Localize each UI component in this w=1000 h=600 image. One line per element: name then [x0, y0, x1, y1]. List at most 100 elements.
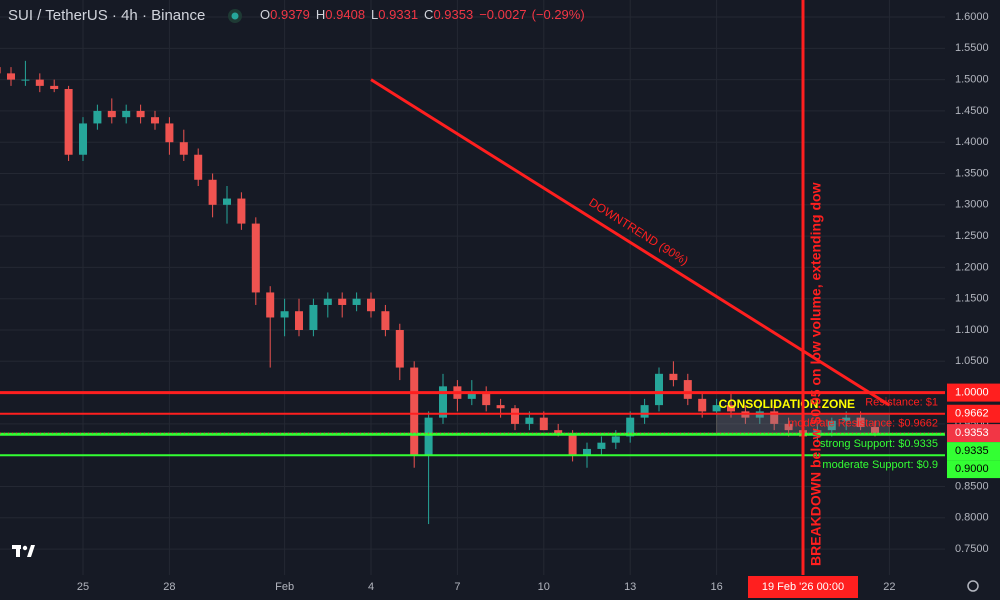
price-axis	[945, 0, 1000, 600]
candle-body	[525, 417, 534, 424]
candle-body	[21, 79, 30, 81]
logo-shape	[27, 545, 35, 557]
candle-body	[827, 420, 836, 431]
logo	[12, 545, 35, 557]
y-tick-label: 1.3500	[955, 167, 989, 179]
candle-body	[395, 330, 404, 368]
candle-body	[64, 89, 73, 155]
y-tick-label: 1.0500	[955, 355, 989, 367]
candle-body	[856, 417, 865, 428]
y-tick-label: 1.4000	[955, 136, 989, 148]
candle-body	[554, 430, 563, 434]
axes: 0.75000.80000.85000.90000.95001.00001.05…	[77, 0, 1000, 600]
candle-body	[122, 110, 131, 118]
price-box-label: 0.9353	[955, 427, 989, 439]
candle-body	[784, 423, 793, 431]
chart-title: SUI / TetherUS · 4h · Binance	[8, 7, 205, 24]
candle-body	[280, 311, 289, 318]
price-box-label: 0.9662	[955, 408, 989, 420]
price-box	[947, 424, 1000, 443]
y-tick-label: 1.5000	[955, 74, 989, 86]
status-dot	[231, 12, 239, 20]
y-tick-label: 1.2000	[955, 261, 989, 273]
plot-area: CONSOLIDATION ZONE Resistance: $1 moderate…	[0, 0, 945, 575]
crosshair-time-box	[748, 576, 858, 598]
candle-body	[410, 367, 419, 456]
candle-body	[698, 398, 707, 412]
candle-body	[223, 198, 231, 205]
candle-body	[0, 67, 1, 74]
candle-body	[179, 142, 188, 155]
stat-label: L	[371, 7, 378, 22]
candle-body	[93, 110, 102, 124]
x-tick-label: 10	[538, 581, 550, 593]
x-tick-label: 19 Feb '26 00:00	[762, 581, 844, 593]
level-label: moderate Support: $0.9	[822, 459, 938, 471]
y-tick-label: 1.4500	[955, 105, 989, 117]
y-tick-label: 1.3000	[955, 199, 989, 211]
stat-value: 0.9353	[433, 7, 473, 22]
candle-body	[640, 405, 649, 418]
y-tick-label: 1.5500	[955, 42, 989, 54]
x-tick-label: 13	[624, 581, 636, 593]
candle-body	[583, 448, 591, 456]
candle-body	[237, 198, 246, 224]
price-box	[947, 383, 1000, 402]
candle-body	[439, 386, 447, 418]
price-box	[947, 460, 1000, 479]
x-tick-label: 7	[454, 581, 460, 593]
candle-body	[208, 179, 217, 205]
candle-body	[309, 304, 318, 331]
candle-body	[7, 73, 15, 80]
candle-body	[338, 298, 347, 305]
x-tick-label: 28	[163, 581, 175, 593]
price-box-label: 1.0000	[955, 387, 989, 399]
candle-body	[251, 223, 260, 293]
candle-body	[871, 427, 879, 434]
stat-value: 0.9331	[378, 7, 418, 22]
y-tick-label: 0.8500	[955, 480, 989, 492]
candle-body	[424, 417, 433, 456]
candle-body	[50, 85, 59, 90]
level-label: Resistance: $1	[865, 397, 938, 409]
candle-body	[136, 110, 145, 118]
candle-body	[712, 405, 721, 412]
stat-value: 0.9408	[325, 7, 365, 22]
x-tick-label: 4	[368, 581, 374, 593]
x-tick-label: 25	[77, 581, 89, 593]
x-tick-label: 22	[883, 581, 895, 593]
candle-body	[611, 436, 620, 443]
candle-body	[352, 298, 361, 305]
candle-body	[669, 373, 678, 381]
candle-body	[467, 392, 476, 399]
candle-body	[194, 154, 203, 180]
change-value: −0.0027	[479, 7, 526, 22]
x-tick-label: 16	[710, 581, 722, 593]
logo-shape	[16, 545, 20, 557]
settings-icon[interactable]	[967, 580, 979, 592]
candle-body	[266, 292, 275, 318]
y-tick-label: 0.7500	[955, 543, 989, 555]
candle-body	[842, 417, 851, 421]
candle-body	[496, 405, 505, 409]
candle-body	[381, 311, 390, 331]
level-label: moderate Resistance: $0.9662	[788, 418, 938, 430]
header: SUI / TetherUS · 4h · Binance O0.9379 H0.…	[8, 7, 585, 24]
zone-label: CONSOLIDATION ZONE	[719, 397, 855, 411]
candle-body	[655, 373, 663, 406]
candle-body	[295, 311, 303, 331]
price-box-label: 0.9335	[955, 445, 989, 457]
candle-body	[539, 417, 548, 431]
price-box-label: 0.9000	[955, 463, 989, 475]
price-box	[947, 404, 1000, 423]
logo-shape	[22, 545, 28, 551]
candle-body	[323, 298, 332, 305]
stat-label: H	[316, 7, 325, 22]
y-tick-label: 1.2500	[955, 230, 989, 242]
stat-label: O	[260, 7, 270, 22]
candle-body	[770, 411, 779, 424]
stat-value: 0.9379	[270, 7, 310, 22]
candle-body	[165, 123, 174, 143]
candle-body	[79, 123, 87, 155]
